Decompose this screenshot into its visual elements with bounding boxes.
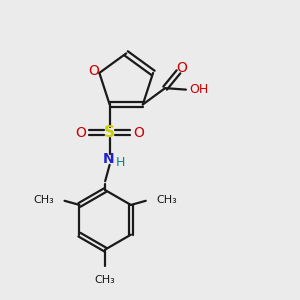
- Text: O: O: [177, 61, 188, 75]
- Text: OH: OH: [190, 83, 209, 96]
- Text: S: S: [104, 125, 115, 140]
- Text: CH₃: CH₃: [95, 275, 116, 285]
- Text: CH₃: CH₃: [33, 195, 54, 205]
- Text: N: N: [102, 152, 114, 166]
- Text: CH₃: CH₃: [156, 195, 177, 205]
- Text: H: H: [115, 156, 125, 169]
- Text: O: O: [75, 126, 86, 140]
- Text: O: O: [88, 64, 100, 78]
- Text: O: O: [133, 126, 144, 140]
